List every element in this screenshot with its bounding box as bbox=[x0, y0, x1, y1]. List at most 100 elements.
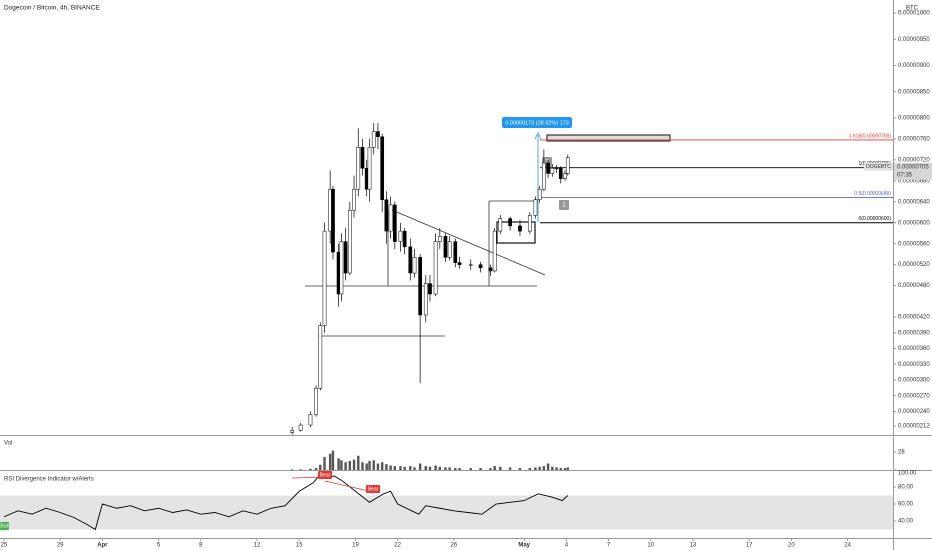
volume-bar bbox=[409, 466, 412, 470]
target-box bbox=[546, 134, 671, 142]
volume-bar bbox=[424, 466, 427, 470]
volume-bar bbox=[319, 464, 322, 470]
symbol-label: DOGEBTC bbox=[866, 164, 891, 170]
candle-body bbox=[398, 230, 403, 242]
y-tick-label: 0.00000300 bbox=[898, 378, 930, 384]
volume-bar bbox=[546, 463, 550, 470]
rsi-band bbox=[0, 495, 893, 530]
candle-body bbox=[546, 162, 550, 174]
measure-arrow-head bbox=[534, 132, 542, 140]
candle-body bbox=[457, 262, 462, 265]
volume-bar bbox=[344, 462, 347, 470]
volume-bar bbox=[380, 462, 384, 470]
countdown-label: 07:35 bbox=[897, 172, 913, 178]
marker-box bbox=[559, 200, 569, 210]
volume-bar bbox=[434, 465, 437, 470]
x-tick-label: 17 bbox=[746, 543, 753, 549]
x-tick-label: 10 bbox=[647, 543, 654, 549]
x-tick-label: 26 bbox=[451, 543, 458, 549]
volume-bar bbox=[368, 460, 371, 470]
volume-bar bbox=[290, 469, 294, 470]
volume-bar bbox=[340, 460, 343, 470]
measure-label: 0.00000173 (28.92%) 173 bbox=[505, 120, 569, 126]
volume-bar bbox=[385, 464, 388, 470]
y-tick-label: 0.00000420 bbox=[898, 315, 930, 321]
volume-bar bbox=[337, 458, 340, 470]
y-tick-label: 0.00000720 bbox=[898, 157, 930, 163]
y-tick-label: 0.00000480 bbox=[898, 283, 930, 289]
y-tick-label: 0.00001000 bbox=[898, 11, 930, 17]
volume-bar bbox=[403, 466, 406, 470]
volume-bar bbox=[489, 468, 492, 470]
volume-bar bbox=[393, 466, 397, 470]
candle-body bbox=[443, 236, 448, 258]
measure-label-box bbox=[502, 117, 572, 128]
candle-body bbox=[322, 230, 327, 326]
consolidation-box bbox=[496, 221, 536, 244]
symbol-tag bbox=[864, 162, 893, 171]
fib-label: 0.5(0.00000648) bbox=[854, 191, 891, 197]
volume-bar bbox=[534, 467, 537, 470]
y-tick-label: 80.00 bbox=[898, 485, 914, 491]
fib-label: 0(0.00000600) bbox=[858, 216, 891, 222]
candle-body bbox=[408, 246, 413, 274]
bear-tag bbox=[366, 485, 380, 493]
volume-bar bbox=[518, 468, 522, 470]
y-tick-label: 0.00000390 bbox=[898, 330, 930, 336]
x-tick-label: 8 bbox=[199, 543, 203, 549]
y-tick-label: 0.00000950 bbox=[898, 37, 930, 43]
y-tick-label: 28 bbox=[898, 449, 905, 455]
candle-body bbox=[428, 283, 432, 295]
candle-body bbox=[488, 267, 493, 272]
y-tick-label: 0.00000560 bbox=[898, 241, 930, 247]
volume-bar bbox=[499, 466, 502, 470]
volume-bar bbox=[323, 457, 326, 470]
candle-body bbox=[533, 199, 538, 216]
price-tag-label: 0.00000705 bbox=[897, 164, 929, 170]
candle-body bbox=[498, 218, 503, 232]
volume-bar bbox=[458, 468, 461, 470]
volume-bar bbox=[299, 469, 302, 470]
candle-body bbox=[542, 162, 546, 190]
marker-label: 1 bbox=[562, 203, 566, 209]
candle-body bbox=[392, 204, 397, 242]
trend-line bbox=[391, 209, 546, 276]
candle-body bbox=[388, 204, 393, 232]
volume-bar bbox=[357, 455, 360, 470]
x-tick-label: Apr bbox=[97, 543, 108, 549]
divergence-line bbox=[324, 480, 374, 493]
candle-body bbox=[343, 241, 348, 274]
volume-bar bbox=[454, 468, 457, 470]
y-tick-label: 60.00 bbox=[898, 502, 914, 508]
x-tick-label: 7 bbox=[607, 543, 611, 549]
candle-body bbox=[558, 167, 563, 179]
y-tick-label: 0.00000900 bbox=[898, 63, 930, 69]
volume-bar bbox=[418, 463, 422, 470]
x-tick-label: 19 bbox=[352, 543, 359, 549]
plot: 1.618(0.00000758)1(0.00000705)0.5(0.0000… bbox=[3, 123, 893, 531]
candle-body bbox=[298, 424, 303, 431]
y-tick-label: 0.00000270 bbox=[898, 393, 930, 399]
volume-bar bbox=[448, 467, 451, 470]
marker-label: 2 bbox=[545, 160, 549, 166]
x-tick-label: May bbox=[518, 543, 530, 549]
rsi-title: RSI Divergence Indicator w/Alerts bbox=[4, 477, 94, 483]
volume-bar bbox=[314, 468, 318, 470]
candle-body bbox=[437, 236, 442, 242]
candle-body bbox=[508, 218, 512, 227]
candle-body bbox=[290, 430, 295, 433]
candle-body bbox=[423, 283, 428, 316]
candle-body bbox=[371, 131, 376, 148]
candle-body bbox=[356, 147, 361, 190]
candle-body bbox=[352, 188, 356, 211]
y-tick-label: 0.00000850 bbox=[898, 89, 930, 95]
candle-body bbox=[418, 257, 422, 316]
candle-body bbox=[565, 157, 570, 174]
candle-body bbox=[367, 147, 372, 190]
y-tick-label: 40.00 bbox=[898, 519, 914, 525]
candle-body bbox=[550, 167, 555, 174]
candle-body bbox=[347, 209, 352, 274]
x-tick-label: 13 bbox=[690, 543, 697, 549]
